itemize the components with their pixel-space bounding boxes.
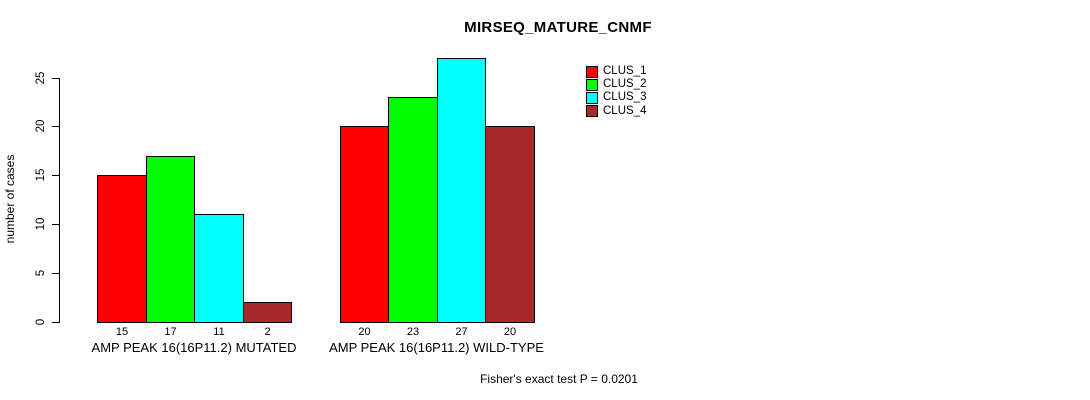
bar-clus_2-group2 [388, 97, 438, 323]
y-tick-label: 20 [35, 119, 47, 133]
y-axis-line [59, 78, 60, 323]
legend-label: CLUS_1 [603, 65, 647, 77]
bar-value-label: 20 [503, 326, 517, 338]
legend-item-clus_2: CLUS_2 [586, 78, 646, 91]
y-tick [52, 78, 59, 79]
y-tick [52, 322, 59, 323]
bar-clus_4-group2 [485, 126, 535, 323]
y-tick-label: 5 [35, 269, 47, 277]
bar-clus_1-group2 [340, 126, 389, 323]
legend-item-clus_1: CLUS_1 [586, 65, 646, 78]
legend-swatch [586, 105, 598, 118]
legend: CLUS_1 CLUS_2 CLUS_3 CLUS_4 [586, 65, 646, 118]
bar-value-label: 2 [264, 326, 271, 338]
bar-value-label: 11 [213, 326, 225, 338]
bar-clus_1-group1 [97, 175, 147, 323]
y-tick [52, 224, 59, 225]
y-tick [52, 273, 59, 274]
legend-item-clus_4: CLUS_4 [586, 105, 646, 118]
legend-swatch [586, 65, 598, 78]
legend-swatch [586, 78, 598, 91]
y-axis-label: number of cases [3, 154, 17, 244]
group-label: AMP PEAK 16(16P11.2) WILD-TYPE [329, 340, 544, 355]
fisher-test-annotation: Fisher's exact test P = 0.0201 [480, 372, 638, 386]
legend-label: CLUS_4 [603, 104, 647, 117]
bar-value-label: 15 [115, 326, 129, 338]
bar-clus_2-group1 [146, 156, 195, 323]
y-tick-label: 15 [35, 168, 47, 182]
chart-title: MIRSEQ_MATURE_CNMF [464, 19, 652, 36]
group-label: AMP PEAK 16(16P11.2) MUTATED [91, 340, 297, 355]
bar-value-label: 23 [406, 326, 420, 338]
bar-value-label: 27 [455, 326, 468, 338]
legend-label: CLUS_3 [603, 91, 647, 104]
legend-item-clus_3: CLUS_3 [586, 91, 646, 104]
y-tick-label: 10 [35, 217, 47, 231]
y-tick [52, 175, 59, 176]
bar-value-label: 17 [164, 326, 177, 338]
y-tick-label: 0 [35, 318, 47, 326]
y-tick-label: 25 [35, 71, 47, 85]
bar-value-label: 20 [358, 326, 371, 338]
bar-clus_3-group2 [437, 58, 486, 323]
y-tick [52, 126, 59, 127]
bar-clus_3-group1 [194, 214, 244, 323]
bar-clus_4-group1 [243, 302, 292, 323]
legend-label: CLUS_2 [603, 78, 647, 91]
legend-swatch [586, 91, 598, 104]
